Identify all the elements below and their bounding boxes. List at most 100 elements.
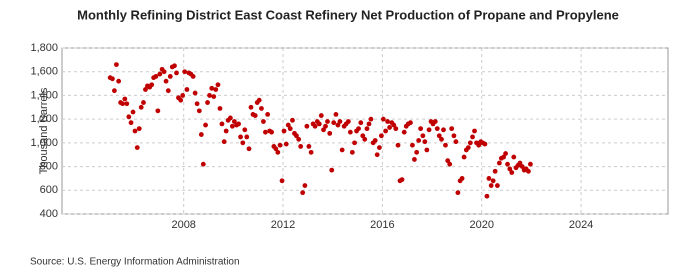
data-point [436, 133, 442, 139]
y-tick-label: 1,800 [30, 42, 58, 54]
data-point [155, 108, 161, 114]
data-point [517, 160, 523, 166]
data-point [124, 101, 130, 107]
data-point [408, 120, 413, 126]
data-point [337, 119, 343, 124]
data-point [200, 161, 206, 167]
data-point [242, 127, 248, 133]
data-point [414, 149, 420, 155]
data-point [227, 115, 233, 121]
data-point [380, 116, 386, 122]
data-point [238, 134, 243, 140]
data-point [470, 134, 475, 140]
data-point [445, 158, 451, 164]
data-point [507, 166, 513, 172]
data-point [526, 168, 531, 174]
data-point [269, 129, 275, 135]
data-point [383, 128, 389, 134]
data-point [279, 178, 285, 184]
y-tick-label: 1,000 [30, 137, 58, 149]
data-point [472, 128, 477, 134]
data-point [395, 142, 401, 148]
data-point [128, 120, 134, 126]
data-point [281, 128, 287, 134]
data-point [167, 74, 173, 79]
data-point [385, 119, 391, 124]
data-point [368, 116, 374, 122]
data-point [374, 152, 380, 158]
data-point [174, 70, 179, 76]
data-point [290, 117, 295, 123]
data-point [476, 142, 482, 148]
source-note: Source: U.S. Energy Information Administ… [30, 257, 240, 268]
data-point [528, 161, 533, 167]
y-tick-label: 1,200 [30, 113, 58, 125]
data-point [308, 149, 314, 155]
data-point [461, 154, 467, 160]
y-tick-label: 1,600 [30, 66, 58, 78]
data-point [416, 138, 422, 143]
data-point [261, 119, 266, 124]
data-point [205, 100, 210, 105]
y-axis-label: Thousand Barrels [38, 87, 50, 174]
data-point [323, 123, 328, 129]
x-tick-label: 2016 [370, 219, 394, 231]
x-tick-label: 2024 [569, 219, 593, 231]
y-tick-label: 400 [40, 208, 58, 220]
data-point [306, 144, 312, 149]
data-point [496, 160, 502, 166]
data-point [372, 138, 378, 143]
data-point [163, 78, 169, 84]
data-point [273, 146, 279, 152]
data-point [116, 78, 122, 84]
data-point [219, 121, 225, 127]
data-point [412, 157, 417, 162]
data-point [490, 178, 496, 184]
data-point [143, 87, 148, 92]
data-point [110, 76, 115, 82]
data-point [316, 121, 322, 127]
data-point [203, 122, 208, 128]
data-point [300, 190, 306, 196]
data-point [519, 164, 525, 169]
data-point [113, 62, 119, 67]
data-point [449, 126, 455, 132]
data-point [259, 106, 264, 111]
data-point [246, 146, 252, 152]
data-point [165, 88, 171, 94]
data-point [190, 74, 196, 79]
data-point [283, 141, 289, 147]
data-point [418, 126, 424, 132]
data-point [325, 119, 330, 124]
data-point [194, 101, 200, 107]
data-point [347, 129, 353, 135]
data-point [153, 74, 159, 79]
data-point [157, 71, 163, 77]
data-point [345, 119, 351, 124]
x-tick-label: 2020 [469, 219, 493, 231]
data-point [196, 108, 202, 114]
y-tick-label: 600 [40, 184, 58, 196]
data-point [141, 100, 146, 105]
data-point [184, 87, 190, 92]
data-point [198, 132, 204, 137]
data-point [492, 168, 498, 174]
data-point [231, 119, 237, 124]
x-tick-label: 2008 [171, 219, 195, 231]
data-point [134, 145, 140, 151]
data-point [236, 121, 241, 127]
data-point [432, 119, 438, 124]
data-point [503, 151, 508, 156]
data-point [410, 142, 415, 148]
data-point [488, 183, 494, 188]
data-point [248, 104, 254, 110]
data-point [318, 113, 324, 118]
data-point [441, 127, 446, 133]
plot-frame [61, 47, 669, 215]
data-point [509, 170, 515, 175]
data-point [391, 122, 397, 128]
data-point [482, 141, 488, 147]
data-point [327, 130, 333, 136]
data-point [352, 140, 357, 146]
data-point [443, 142, 448, 148]
